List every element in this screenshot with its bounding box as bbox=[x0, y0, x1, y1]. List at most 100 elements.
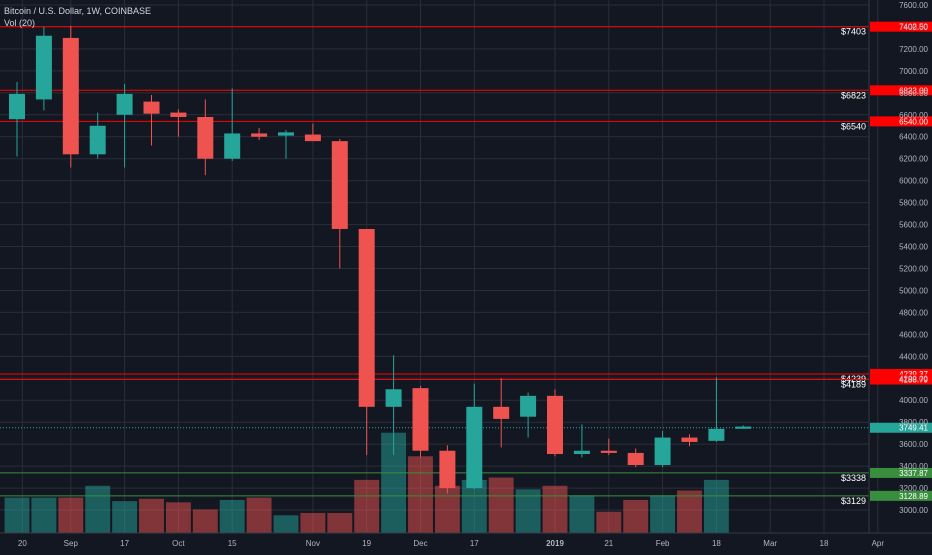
candle-body[interactable] bbox=[304, 134, 321, 142]
y-tick-label: 5000.00 bbox=[899, 286, 928, 295]
volume-bar bbox=[4, 497, 30, 533]
candle-body[interactable] bbox=[143, 101, 160, 114]
price-level-axis-badge bbox=[870, 374, 932, 385]
volume-bar bbox=[165, 502, 191, 533]
price-level-tag: $7403 bbox=[841, 27, 866, 37]
x-tick-label: 2019 bbox=[546, 539, 564, 548]
y-tick-label: 5400.00 bbox=[899, 243, 928, 252]
x-tick-label: 18 bbox=[820, 539, 829, 548]
volume-bar bbox=[300, 512, 326, 533]
y-tick-label: 6200.00 bbox=[899, 155, 928, 164]
price-level-axis-label: 6540.00 bbox=[899, 117, 928, 126]
y-tick-label: 5600.00 bbox=[899, 221, 928, 230]
price-level-axis-badge bbox=[870, 368, 932, 379]
candle-body[interactable] bbox=[224, 133, 241, 159]
candle-body[interactable] bbox=[627, 452, 644, 466]
candle-body[interactable] bbox=[439, 450, 456, 489]
x-tick-label: Feb bbox=[656, 539, 670, 548]
candle-body[interactable] bbox=[251, 133, 268, 137]
price-level-axis-label: 3337.87 bbox=[899, 469, 928, 478]
x-tick-label: Sep bbox=[64, 539, 79, 548]
price-level-tag: $4239 bbox=[841, 374, 866, 384]
price-level-tag: $6823 bbox=[841, 90, 866, 100]
candle-body[interactable] bbox=[708, 428, 725, 441]
candle-body[interactable] bbox=[385, 389, 402, 407]
current-price-label: 3749.41 bbox=[899, 424, 928, 433]
candle-body[interactable] bbox=[89, 125, 106, 155]
y-tick-label: 3400.00 bbox=[899, 462, 928, 471]
volume-bar bbox=[596, 511, 622, 533]
price-level-axis-label: 4188.79 bbox=[899, 376, 928, 385]
price-level-axis-badge bbox=[870, 116, 932, 127]
candle-body[interactable] bbox=[170, 112, 187, 117]
y-tick-label: 6400.00 bbox=[899, 133, 928, 142]
candle-body[interactable] bbox=[116, 93, 133, 115]
y-tick-label: 3200.00 bbox=[899, 484, 928, 493]
y-tick-label: 4200.00 bbox=[899, 374, 928, 383]
y-tick-label: 6000.00 bbox=[899, 177, 928, 186]
volume-bar bbox=[677, 490, 702, 533]
volume-bar bbox=[85, 485, 111, 533]
y-tick-label: 7200.00 bbox=[899, 45, 928, 54]
volume-bar bbox=[569, 495, 595, 533]
y-tick-label: 4600.00 bbox=[899, 330, 928, 339]
candle-body[interactable] bbox=[331, 141, 348, 229]
candle-body[interactable] bbox=[600, 450, 617, 453]
candle-body[interactable] bbox=[62, 37, 79, 155]
price-level-tag: $3129 bbox=[841, 496, 866, 506]
x-tick-label: 20 bbox=[18, 539, 27, 548]
y-tick-label: 3800.00 bbox=[899, 418, 928, 427]
candle-body[interactable] bbox=[735, 426, 752, 429]
x-tick-label: 18 bbox=[712, 539, 721, 548]
y-tick-label: 5800.00 bbox=[899, 199, 928, 208]
y-tick-label: 4000.00 bbox=[899, 396, 928, 405]
candle-body[interactable] bbox=[654, 437, 671, 466]
volume-bar bbox=[408, 456, 433, 533]
price-level-axis-badge bbox=[870, 490, 932, 501]
candle-body[interactable] bbox=[197, 116, 214, 159]
y-tick-label: 7600.00 bbox=[899, 1, 928, 10]
x-tick-label: 21 bbox=[604, 539, 613, 548]
candle-body[interactable] bbox=[9, 93, 25, 120]
volume-bar bbox=[354, 479, 380, 533]
price-level-axis-badge bbox=[870, 85, 932, 96]
x-tick-label: Oct bbox=[172, 539, 185, 548]
y-tick-label: 7000.00 bbox=[899, 67, 928, 76]
volume-bar bbox=[31, 497, 57, 533]
volume-bar bbox=[192, 509, 218, 533]
y-tick-label: 6800.00 bbox=[899, 89, 928, 98]
volume-bar bbox=[58, 497, 84, 533]
x-tick-label: Dec bbox=[413, 539, 427, 548]
price-level-tag: $4189 bbox=[841, 380, 866, 390]
volume-indicator-label[interactable]: Vol (20) bbox=[4, 18, 36, 28]
candle-body[interactable] bbox=[493, 406, 510, 419]
y-tick-label: 5200.00 bbox=[899, 264, 928, 273]
volume-bar bbox=[273, 515, 299, 533]
price-level-axis-badge bbox=[870, 21, 932, 32]
x-tick-label: Mar bbox=[763, 539, 777, 548]
volume-bar bbox=[542, 485, 568, 533]
y-tick-label: 4800.00 bbox=[899, 308, 928, 317]
y-tick-label: 4400.00 bbox=[899, 352, 928, 361]
volume-bar bbox=[515, 489, 541, 533]
price-level-axis-label: 7402.50 bbox=[899, 23, 928, 32]
candle-body[interactable] bbox=[412, 388, 429, 451]
candle-body[interactable] bbox=[278, 132, 294, 136]
volume-bar bbox=[219, 499, 245, 533]
symbol-title: Bitcoin / U.S. Dollar, 1W, COINBASE bbox=[4, 6, 152, 16]
candle-body[interactable] bbox=[681, 437, 698, 442]
candle-body[interactable] bbox=[358, 228, 375, 407]
candle-body[interactable] bbox=[35, 35, 52, 100]
y-tick-label: 3000.00 bbox=[899, 506, 928, 515]
current-price-badge bbox=[870, 422, 932, 433]
x-tick-label: Nov bbox=[306, 539, 320, 548]
volume-bar bbox=[139, 498, 164, 533]
price-level-axis-label: 4239.37 bbox=[899, 370, 928, 379]
candle-body[interactable] bbox=[547, 395, 563, 455]
x-tick-label: 17 bbox=[470, 539, 479, 548]
candle-body[interactable] bbox=[520, 395, 537, 417]
candle-body[interactable] bbox=[466, 406, 483, 489]
candle-body[interactable] bbox=[573, 450, 590, 455]
